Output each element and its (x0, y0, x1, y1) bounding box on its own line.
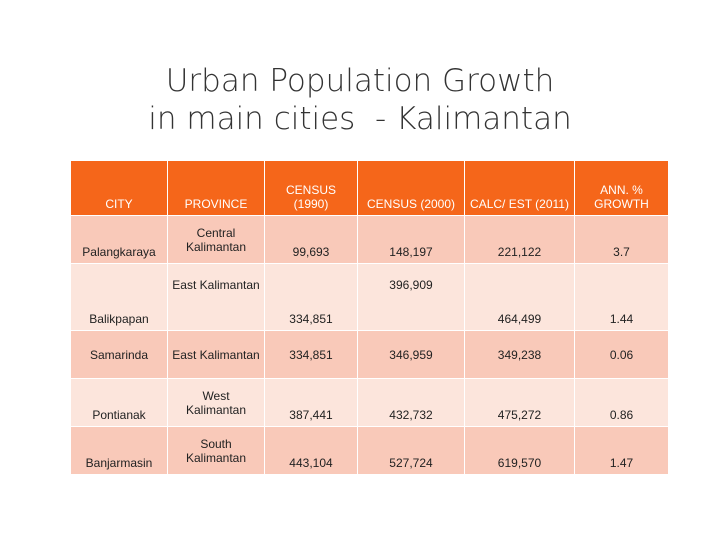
cell-province: South Kalimantan (167, 426, 265, 475)
cell-census-1990: 99,693 (264, 215, 358, 264)
cell-census-2000: 148,197 (357, 215, 465, 264)
header-province: PROVINCE (167, 160, 265, 216)
cell-est-2011: 464,499 (464, 263, 575, 331)
cell-census-2000: 346,959 (357, 330, 465, 379)
cell-census-2000: 527,724 (357, 426, 465, 475)
table-row: Banjarmasin South Kalimantan 443,104 527… (70, 426, 669, 475)
cell-est-2011: 349,238 (464, 330, 575, 379)
table-row: Palangkaraya Central Kalimantan 99,693 1… (70, 215, 669, 264)
cell-city: Samarinda (70, 330, 168, 379)
header-census-1990: CENSUS (1990) (264, 160, 358, 216)
cell-census-1990: 443,104 (264, 426, 358, 475)
cell-province: Central Kalimantan (167, 215, 265, 264)
cell-census-1990: 387,441 (264, 378, 358, 427)
cell-census-2000: 432,732 (357, 378, 465, 427)
cell-census-2000: 396,909 (357, 263, 465, 331)
table-row: Pontianak West Kalimantan 387,441 432,73… (70, 378, 669, 427)
cell-growth: 1.44 (574, 263, 669, 331)
header-est-2011: CALC/ EST (2011) (464, 160, 575, 216)
cell-city: Balikpapan (70, 263, 168, 331)
cell-city: Palangkaraya (70, 215, 168, 264)
cell-growth: 1.47 (574, 426, 669, 475)
cell-province: East Kalimantan (167, 330, 265, 379)
cell-census-1990: 334,851 (264, 263, 358, 331)
title-line-2: in main cities - Kalimantan (148, 101, 572, 137)
cell-growth: 0.06 (574, 330, 669, 379)
header-row: CITY PROVINCE CENSUS (1990) CENSUS (2000… (70, 160, 669, 216)
header-growth: ANN. % GROWTH (574, 160, 669, 216)
header-city: CITY (70, 160, 168, 216)
population-table: CITY PROVINCE CENSUS (1990) CENSUS (2000… (70, 160, 669, 475)
cell-est-2011: 221,122 (464, 215, 575, 264)
cell-est-2011: 619,570 (464, 426, 575, 475)
cell-growth: 3.7 (574, 215, 669, 264)
table-row: Balikpapan East Kalimantan 334,851 396,9… (70, 263, 669, 331)
cell-province: West Kalimantan (167, 378, 265, 427)
cell-est-2011: 475,272 (464, 378, 575, 427)
cell-city: Banjarmasin (70, 426, 168, 475)
title-line-1: Urban Population Growth (165, 63, 555, 99)
table-row: Samarinda East Kalimantan 334,851 346,95… (70, 330, 669, 379)
cell-city: Pontianak (70, 378, 168, 427)
cell-census-1990: 334,851 (264, 330, 358, 379)
cell-province: East Kalimantan (167, 263, 265, 331)
header-census-2000: CENSUS (2000) (357, 160, 465, 216)
slide-title: Urban Population Growth in main cities -… (0, 62, 720, 138)
cell-growth: 0.86 (574, 378, 669, 427)
